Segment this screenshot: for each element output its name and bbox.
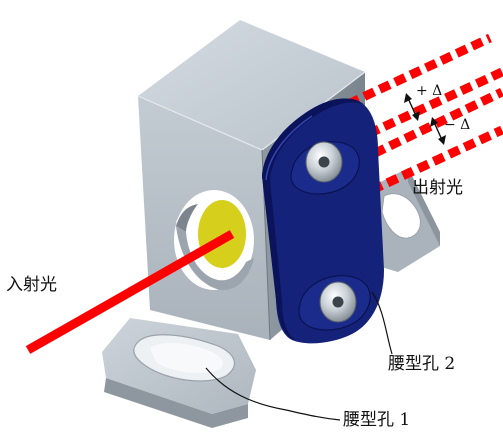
leader-slot-2 [371, 291, 393, 355]
adjust-plate [262, 98, 384, 344]
label-incident-light: 入射光 [6, 275, 57, 295]
screw-lower [319, 281, 357, 323]
label-minus-delta: − Δ [444, 117, 471, 133]
label-slot-hole-1: 腰型孔 1 [343, 410, 411, 430]
label-slot-hole-2: 腰型孔 2 [388, 354, 456, 374]
delta-arrows [404, 93, 446, 145]
screw-upper [305, 141, 343, 183]
mirror [198, 200, 246, 268]
front-base [102, 318, 256, 428]
label-plus-delta: + Δ [416, 83, 443, 99]
rear-slot-hole [381, 193, 421, 239]
leader-slot-1 [205, 367, 341, 421]
label-outgoing-light: 出射光 [412, 178, 463, 198]
outgoing-beams [316, 33, 503, 195]
incident-beam [25, 230, 235, 354]
